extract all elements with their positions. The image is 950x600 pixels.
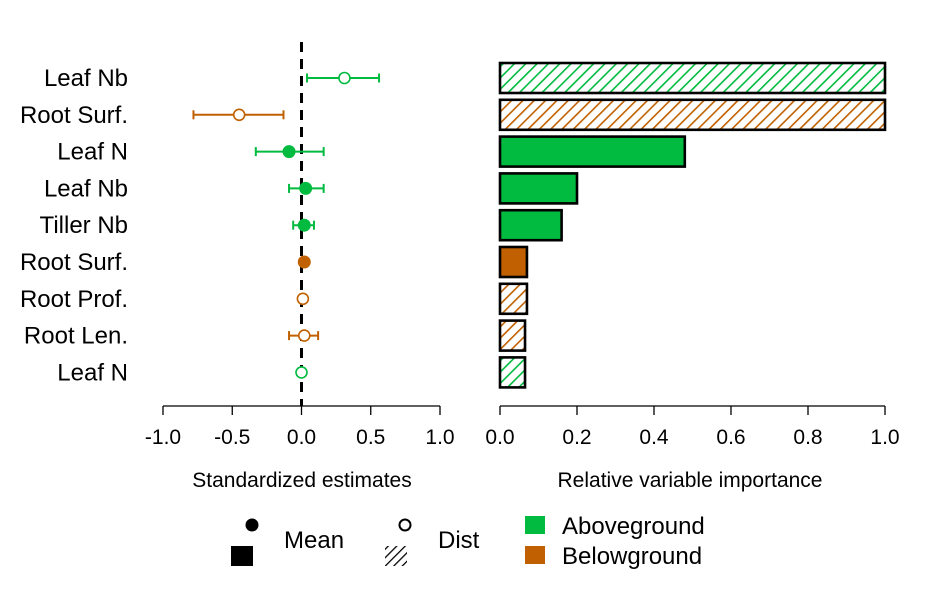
dist-estimate-point [338,71,351,85]
importance-x-tick-label: 0.2 [562,426,591,449]
importance-x-tick-label: 0.4 [639,426,669,449]
importance-x-tick-label: 0.0 [485,426,514,449]
legend-mean-label: Mean [284,527,344,554]
category-label: Leaf N [57,359,128,386]
estimates-x-tick-label: -1.0 [145,426,181,449]
importance-axis-label: Relative variable importance [558,469,823,492]
category-label: Root Surf. [20,249,128,276]
legend-dist-label: Dist [438,527,480,554]
importance-x-tick-label: 0.8 [793,426,822,449]
mean-importance-bar [498,135,687,168]
mean-estimate-point [297,218,311,232]
legend-aboveground-swatch [525,516,545,534]
category-label: Root Prof. [20,286,128,313]
estimates-x-tick-label: 0.0 [287,426,316,449]
mean-importance-bar [498,172,579,205]
legend-aboveground-label: Aboveground [562,513,705,540]
estimates-x-tick-label: 1.0 [425,426,454,449]
dist-importance-bar [498,356,527,389]
mean-importance-bar [498,245,529,279]
category-label: Leaf Nb [44,65,128,92]
importance-panel: 0.0 0.2 0.4 0.6 0.8 1.0 [485,61,900,449]
dist-estimate-point [297,329,311,342]
category-label: Leaf N [57,139,128,166]
category-labels: Leaf Nb Root Surf. Leaf N Leaf Nb Tiller Nb R… [20,65,128,386]
mean-estimate-point [282,145,296,159]
dist-estimate-point [232,108,246,122]
category-label: Tiller Nb [40,212,128,239]
importance-x-tick-label: 1.0 [870,426,899,449]
estimates-axis-label: Standardized estimates [192,469,411,492]
dist-estimate-point [295,366,308,379]
dist-importance-bar [498,319,527,352]
estimates-x-tick-label: 0.5 [356,426,385,449]
category-label: Root Surf. [20,102,128,129]
dist-estimate-point [296,292,310,306]
category-label: Root Len. [24,323,128,350]
importance-x-tick-label: 0.6 [716,426,745,449]
mean-importance-bar [498,208,563,242]
legend: Mean Dist Aboveground Belowground [231,513,705,570]
dist-importance-bar [498,61,887,95]
mean-estimate-point [299,181,313,195]
estimates-panel: -1.0 -0.5 0.0 0.5 1.0 [145,42,455,449]
legend-mean-bar-icon [231,546,253,566]
legend-belowground-swatch [525,546,545,564]
dist-importance-bar [498,98,887,132]
category-label: Leaf Nb [44,175,128,202]
legend-belowground-label: Belowground [562,543,702,570]
mean-estimate-point [297,255,311,269]
legend-dist-bar-icon [385,546,407,566]
legend-dist-point-icon [398,518,412,532]
dist-importance-bar [498,282,529,316]
estimates-x-tick-label: -0.5 [214,426,250,449]
legend-mean-point-icon [245,518,259,532]
